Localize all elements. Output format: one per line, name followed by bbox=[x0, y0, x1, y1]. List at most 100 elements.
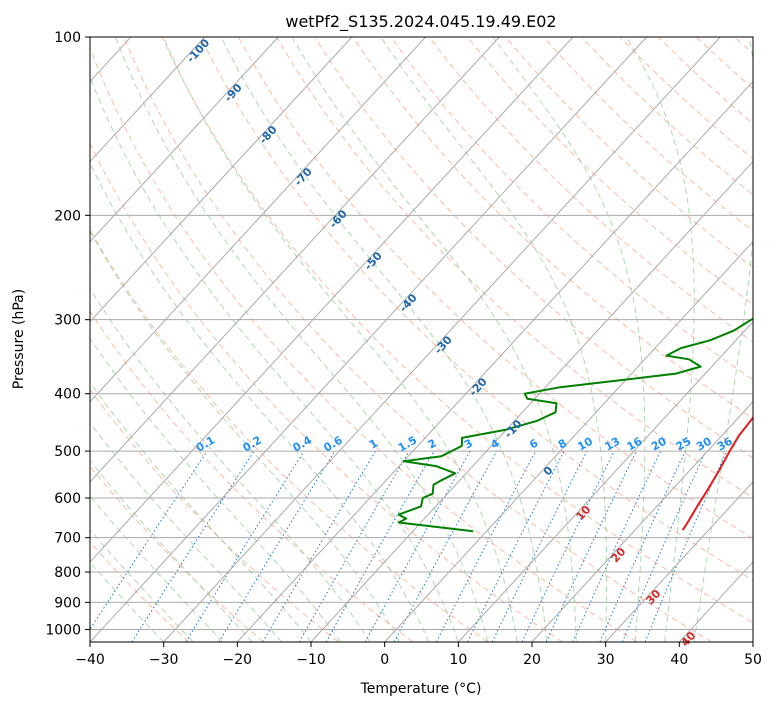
mixing-ratio-label: 6 bbox=[527, 436, 540, 451]
dry-adiabat bbox=[314, 37, 753, 459]
x-axis: −40 −30 −20 −10 0 10 20 30 40 50 bbox=[75, 642, 762, 668]
dry-adiabat bbox=[276, 37, 753, 499]
mixing-ratio-line bbox=[325, 450, 435, 642]
x-tick-label: −10 bbox=[296, 652, 326, 668]
mixing-ratio-line bbox=[521, 450, 615, 642]
x-tick-label: 20 bbox=[523, 652, 541, 668]
moist-adiabat bbox=[90, 381, 312, 642]
mixing-ratio-line bbox=[364, 450, 471, 642]
dry-adiabat bbox=[123, 37, 712, 642]
moist-adiabat bbox=[90, 459, 253, 642]
isotherm-label: -100 bbox=[184, 36, 212, 65]
y-tick-label: 400 bbox=[54, 387, 81, 403]
mixing-ratio-label: 3 bbox=[462, 437, 475, 452]
isotherm-line bbox=[90, 37, 647, 642]
x-tick-label: 40 bbox=[670, 652, 688, 668]
isotherm-line bbox=[531, 401, 753, 642]
grid-layer bbox=[90, 37, 753, 642]
label-layer: -100-90-80-70-60-50-40-30-20-10010203040… bbox=[184, 36, 735, 649]
dry-adiabat bbox=[581, 37, 753, 196]
dry-adiabat bbox=[237, 37, 753, 540]
dry-adiabat bbox=[90, 541, 190, 642]
dry-adiabat bbox=[543, 37, 753, 232]
y-tick-label: 1000 bbox=[45, 622, 81, 638]
isotherm-label: -90 bbox=[222, 81, 245, 105]
isotherm-line bbox=[605, 481, 753, 642]
x-tick-label: −30 bbox=[149, 652, 179, 668]
isotherm-label: -40 bbox=[397, 291, 420, 315]
x-tick-label: 0 bbox=[380, 652, 389, 668]
isotherm-label: -30 bbox=[432, 333, 455, 357]
isotherm-label: -60 bbox=[327, 207, 350, 231]
mixing-ratio-line bbox=[393, 450, 498, 642]
moist-adiabat bbox=[693, 37, 753, 642]
mixing-ratio-line bbox=[131, 450, 255, 642]
isotherm-line bbox=[163, 37, 721, 642]
dry-adiabat bbox=[352, 37, 753, 420]
mixing-ratio-label: 4 bbox=[488, 436, 501, 451]
isotherm-label: 20 bbox=[608, 545, 628, 565]
mixing-ratio-line bbox=[90, 450, 208, 631]
isotherm-line bbox=[310, 160, 753, 642]
isotherm-line bbox=[90, 37, 426, 403]
moist-adiabat bbox=[90, 75, 459, 642]
chart-title: wetPf2_S135.2024.045.19.49.E02 bbox=[285, 12, 556, 32]
dry-adiabat bbox=[390, 37, 753, 381]
isotherm-label: 10 bbox=[573, 503, 593, 523]
dry-adiabat bbox=[90, 142, 563, 642]
series-layer bbox=[397, 317, 753, 533]
dry-adiabat bbox=[161, 37, 753, 624]
mixing-ratio-line bbox=[298, 450, 410, 642]
y-axis-label: Pressure (hPa) bbox=[11, 289, 27, 389]
moist-adiabat bbox=[90, 529, 194, 642]
mixing-ratio-line bbox=[185, 450, 305, 642]
isotherm-label: -50 bbox=[362, 249, 385, 273]
dry-adiabat bbox=[90, 388, 339, 642]
mixing-ratio-line bbox=[218, 450, 336, 642]
isotherm-line bbox=[90, 37, 353, 323]
mixing-ratio-line bbox=[599, 450, 686, 642]
temperature-profile bbox=[681, 415, 753, 531]
y-tick-label: 200 bbox=[54, 208, 81, 224]
moist-adiabat bbox=[90, 287, 371, 642]
isotherm-line bbox=[90, 37, 205, 163]
moist-adiabat bbox=[90, 161, 430, 642]
dry-adiabat bbox=[90, 465, 264, 642]
isotherm-line bbox=[236, 80, 753, 642]
y-tick-label: 300 bbox=[54, 313, 81, 329]
mixing-ratio-line bbox=[491, 450, 588, 642]
isotherm-line bbox=[457, 320, 753, 642]
isotherm-label: 0 bbox=[541, 464, 556, 479]
x-tick-label: 10 bbox=[449, 652, 467, 668]
dewpoint-profile bbox=[397, 317, 753, 533]
dry-adiabat bbox=[657, 37, 753, 125]
dry-adiabat bbox=[428, 37, 753, 343]
moist-adiabat bbox=[380, 37, 608, 642]
isotherm-label: -80 bbox=[257, 123, 280, 147]
moist-adiabat bbox=[90, 337, 341, 642]
moist-adiabat bbox=[291, 37, 577, 642]
x-tick-label: −20 bbox=[223, 652, 253, 668]
moist-adiabat bbox=[162, 37, 518, 642]
dry-adiabat bbox=[90, 46, 638, 642]
y-tick-label: 100 bbox=[54, 30, 81, 46]
y-tick-label: 500 bbox=[54, 444, 81, 460]
isotherm-line bbox=[90, 37, 279, 243]
x-tick-label: 30 bbox=[597, 652, 615, 668]
moist-adiabat bbox=[625, 37, 695, 642]
y-tick-label: 800 bbox=[54, 565, 81, 581]
isotherm-line bbox=[90, 37, 500, 483]
isotherm-label: -20 bbox=[467, 375, 490, 399]
y-tick-label: 700 bbox=[54, 531, 81, 547]
plot-frame bbox=[89, 36, 754, 643]
dry-adiabat bbox=[734, 37, 753, 55]
y-tick-label: 900 bbox=[54, 595, 81, 611]
isotherm-line bbox=[90, 37, 574, 563]
moist-adiabat bbox=[90, 230, 400, 642]
dry-adiabat bbox=[619, 37, 753, 160]
mixing-ratio-line bbox=[467, 450, 565, 642]
moist-adiabat bbox=[115, 37, 489, 642]
x-tick-label: −40 bbox=[75, 652, 105, 668]
moist-adiabat bbox=[492, 37, 646, 642]
